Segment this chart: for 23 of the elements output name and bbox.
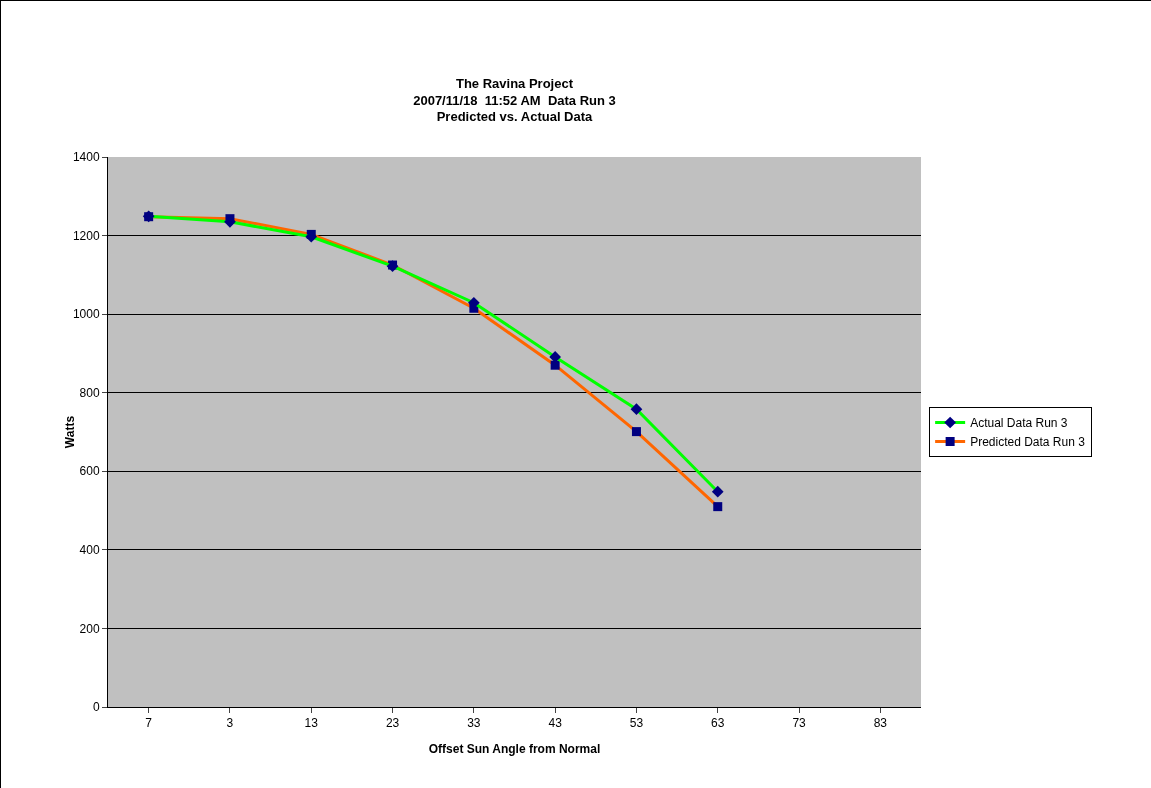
x-tick-label: 3 bbox=[226, 716, 234, 731]
y-tick-label: 800 bbox=[79, 385, 100, 400]
legend-label: Actual Data Run 3 bbox=[970, 416, 1068, 431]
y-tick-label: 600 bbox=[79, 464, 100, 479]
x-tick-label: 7 bbox=[145, 716, 153, 731]
x-tick-label: 73 bbox=[792, 716, 807, 731]
x-tick-label: 53 bbox=[629, 716, 644, 731]
x-tick-label: 63 bbox=[711, 716, 725, 731]
x-tick-label: 83 bbox=[873, 716, 888, 731]
legend-label: Predicted Data Run 3 bbox=[970, 435, 1086, 450]
x-tick-label: 23 bbox=[385, 716, 400, 731]
x-tick-label: 43 bbox=[548, 716, 563, 731]
x-tick-label: 33 bbox=[467, 716, 481, 731]
x-tick-label: 13 bbox=[304, 716, 319, 731]
x-axis-title: Offset Sun Angle from Normal bbox=[428, 742, 601, 756]
y-tick-label: 200 bbox=[79, 621, 100, 636]
y-tick-label: 0 bbox=[92, 700, 100, 715]
y-axis-title: Watts bbox=[63, 415, 77, 449]
y-tick-label: 1200 bbox=[72, 228, 100, 243]
y-tick-label: 1400 bbox=[72, 150, 100, 165]
y-tick-label: 400 bbox=[79, 543, 100, 558]
chart-title: The Ravina Project 2007/11/18 11:52 AM Data Run 3 Predicted vs. Actual Data bbox=[413, 75, 616, 125]
y-tick-label: 1000 bbox=[72, 307, 100, 322]
